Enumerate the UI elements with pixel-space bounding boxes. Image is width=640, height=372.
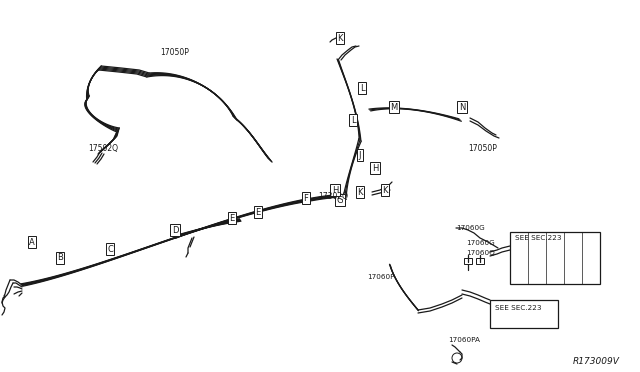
Text: H: H xyxy=(372,164,378,173)
Text: 17302Q: 17302Q xyxy=(318,192,348,201)
Text: 17060Q: 17060Q xyxy=(466,250,495,256)
Text: 17502Q: 17502Q xyxy=(88,144,118,153)
Text: 17050P: 17050P xyxy=(160,48,189,57)
Text: SEE SEC.223: SEE SEC.223 xyxy=(515,235,561,241)
Text: L: L xyxy=(351,115,355,125)
Text: D: D xyxy=(172,225,179,234)
Text: E: E xyxy=(255,208,260,217)
Text: H: H xyxy=(332,186,338,195)
Text: K: K xyxy=(382,186,388,195)
Text: L: L xyxy=(360,83,364,93)
Text: E: E xyxy=(229,214,235,222)
Text: G: G xyxy=(337,196,343,205)
Text: SEE SEC.223: SEE SEC.223 xyxy=(495,305,541,311)
Text: B: B xyxy=(57,253,63,263)
Text: A: A xyxy=(29,237,35,247)
Text: 17060PA: 17060PA xyxy=(448,337,480,343)
Text: F: F xyxy=(303,193,308,202)
Text: 17060G: 17060G xyxy=(456,225,484,231)
Text: R173009V: R173009V xyxy=(573,357,620,366)
Bar xyxy=(476,258,484,264)
Text: N: N xyxy=(459,103,465,112)
Text: M: M xyxy=(390,103,397,112)
Text: 17050P: 17050P xyxy=(468,144,497,153)
Text: J: J xyxy=(359,151,361,160)
Text: C: C xyxy=(107,244,113,253)
Bar xyxy=(490,300,558,328)
Text: K: K xyxy=(337,33,343,42)
Text: 17060P: 17060P xyxy=(367,274,394,280)
Text: 17060G: 17060G xyxy=(466,240,495,246)
Bar xyxy=(464,258,472,264)
Text: K: K xyxy=(357,187,363,196)
Bar xyxy=(510,232,600,284)
